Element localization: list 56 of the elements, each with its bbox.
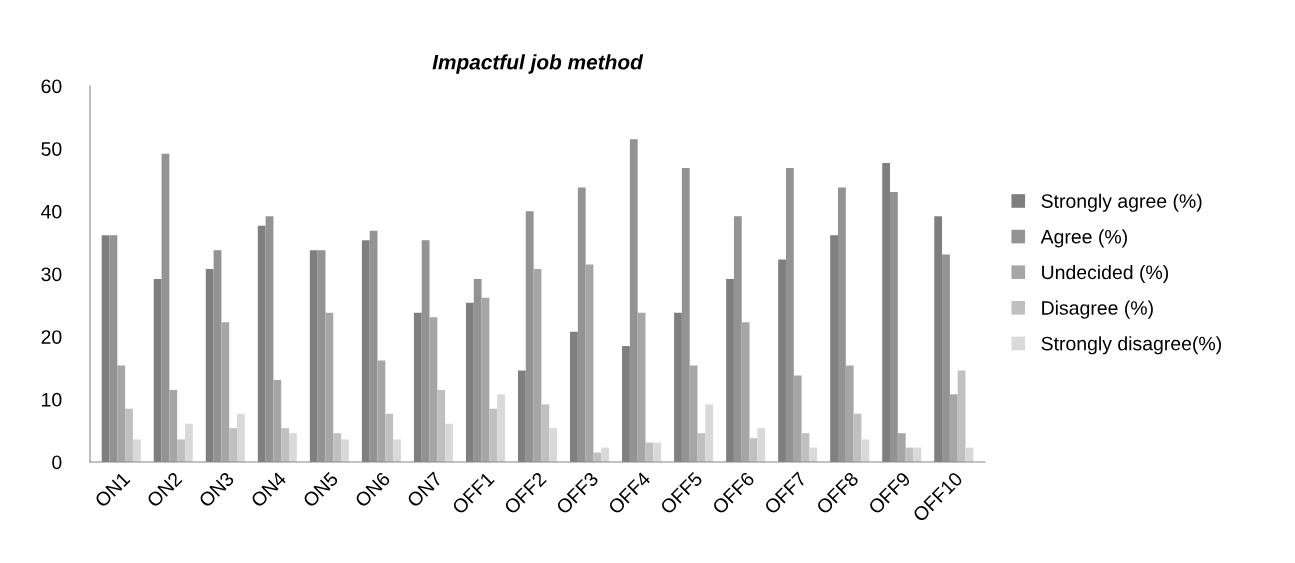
- bar: [757, 428, 766, 462]
- bar: [333, 433, 342, 462]
- bar: [549, 428, 558, 462]
- bar: [689, 365, 698, 462]
- bar: [845, 365, 854, 462]
- bar: [793, 375, 802, 462]
- legend-label: Undecided (%): [1042, 264, 1169, 284]
- bar: [965, 447, 974, 462]
- bar: [897, 433, 906, 462]
- x-tick-label: ON6: [354, 471, 391, 509]
- y-tick-label: 0: [52, 455, 62, 470]
- legend-label: Strongly disagree(%): [1041, 336, 1221, 355]
- bar: [184, 423, 193, 462]
- bar: [132, 439, 141, 462]
- bar: [445, 423, 453, 462]
- bar: [541, 404, 550, 462]
- bar: [437, 389, 446, 462]
- bar: [385, 413, 394, 462]
- legend-label: Strongly agree (%): [1041, 193, 1202, 212]
- bar: [377, 360, 386, 462]
- bar: [125, 408, 133, 462]
- x-tick-label: ON3: [198, 471, 235, 509]
- bar: [289, 433, 297, 462]
- bar: [809, 447, 818, 462]
- bar: [653, 442, 662, 462]
- bar: [273, 379, 282, 462]
- bar: [705, 404, 714, 462]
- bar: [601, 447, 610, 462]
- bar: [861, 439, 870, 462]
- bar: [393, 439, 401, 462]
- y-tick-label: 50: [41, 142, 62, 156]
- legend-label: Agree (%): [1040, 229, 1127, 248]
- y-tick-label: 10: [42, 392, 62, 407]
- bar: [169, 389, 178, 462]
- bar: [221, 322, 230, 462]
- bar: [741, 322, 750, 462]
- bar: [325, 312, 334, 462]
- bar: [497, 394, 505, 462]
- legend-label: Disagree (%): [1042, 300, 1153, 319]
- bar: [645, 442, 654, 462]
- y-tick-label: 20: [41, 330, 62, 344]
- y-tick-label: 40: [41, 204, 62, 219]
- x-tick-label: ON1: [93, 471, 131, 509]
- y-tick-label: 60: [41, 79, 62, 94]
- y-tick-label: 30: [41, 267, 62, 282]
- bar: [117, 365, 126, 462]
- bar: [237, 413, 245, 462]
- bar: [913, 447, 922, 462]
- bar: [177, 439, 185, 462]
- bar: [489, 408, 498, 462]
- bar: [229, 428, 237, 462]
- chart-title: Impactful job method: [432, 54, 644, 74]
- x-tick-label: ON2: [146, 471, 183, 509]
- bar: [341, 439, 349, 462]
- bar: [949, 394, 958, 462]
- bar: [281, 428, 290, 462]
